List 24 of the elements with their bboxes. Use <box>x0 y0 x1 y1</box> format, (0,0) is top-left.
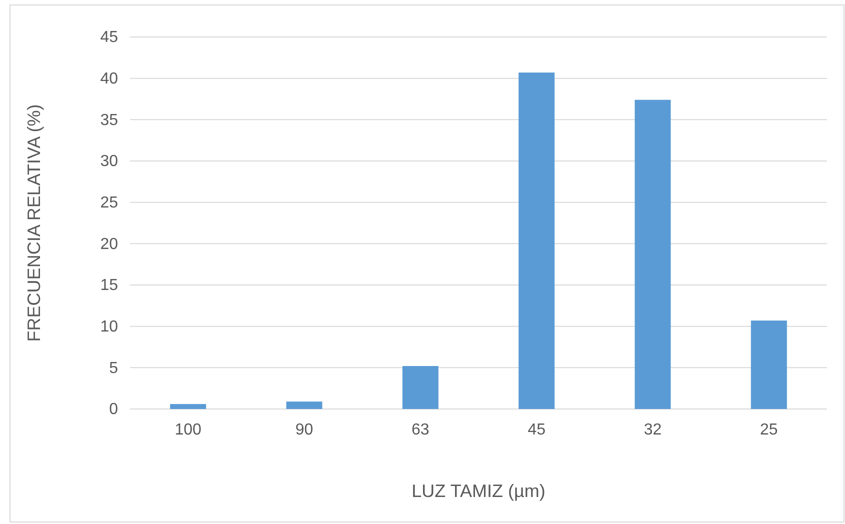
bar <box>170 404 206 409</box>
bar <box>634 100 671 409</box>
y-tick-label: 25 <box>100 194 118 212</box>
x-tick-label: 90 <box>295 421 314 438</box>
x-tick-label: 63 <box>412 421 430 438</box>
y-tick-label: 45 <box>100 29 118 46</box>
bar <box>750 320 787 409</box>
x-tick-label: 45 <box>528 421 546 438</box>
x-tick-label: 32 <box>644 421 662 438</box>
x-tick-label: 25 <box>760 421 778 438</box>
y-tick-label: 20 <box>100 236 118 253</box>
bar <box>402 366 438 409</box>
y-tick-label: 0 <box>109 401 118 418</box>
y-tick-label: 5 <box>109 360 118 377</box>
y-tick-label: 40 <box>100 70 118 88</box>
y-axis-title: FRECUENCIA RELATIVA (%) <box>24 104 44 342</box>
y-tick-label: 30 <box>100 153 118 170</box>
bar <box>286 402 322 409</box>
y-tick-label: 35 <box>100 112 118 129</box>
bar <box>518 72 555 409</box>
y-tick-label: 10 <box>100 318 118 336</box>
x-tick-label: 100 <box>174 421 202 438</box>
x-axis-title: LUZ TAMIZ (µm) <box>412 481 546 501</box>
y-tick-label: 15 <box>100 277 118 294</box>
